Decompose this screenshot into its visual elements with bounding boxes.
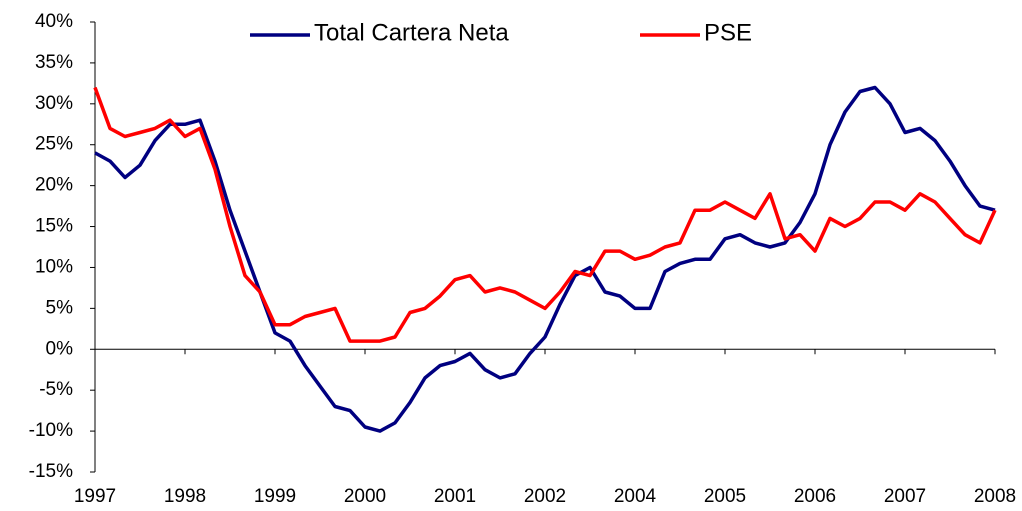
x-tick-label: 2007 [884,486,926,507]
y-tick-label: 20% [35,175,73,196]
x-tick-label: 2004 [614,486,657,507]
y-tick-label: 10% [35,256,73,277]
y-tick-label: -15% [29,461,73,482]
y-tick-label: 35% [35,52,73,73]
legend-label: PSE [704,19,752,46]
x-tick-label: 2005 [704,486,746,507]
y-tick-label: -10% [29,420,73,441]
x-tick-label: 2002 [524,486,566,507]
y-tick-label: 30% [35,93,73,114]
x-tick-label: 2006 [794,486,836,507]
y-tick-label: 5% [46,297,74,318]
y-tick-label: 40% [35,11,73,32]
y-tick-label: 15% [35,216,73,237]
legend-label: Total Cartera Neta [314,19,509,46]
y-tick-label: 0% [46,338,74,359]
x-tick-label: 2001 [434,486,476,507]
series-line [94,85,996,433]
x-tick-label: 1997 [74,486,116,507]
x-tick-label: 2000 [344,486,386,507]
y-tick-label: 25% [35,134,73,155]
y-tick-label: -5% [39,379,73,400]
x-tick-label: 2008 [974,486,1016,507]
series-line [93,86,997,343]
x-tick-label: 1998 [164,486,206,507]
x-tick-label: 1999 [254,486,296,507]
